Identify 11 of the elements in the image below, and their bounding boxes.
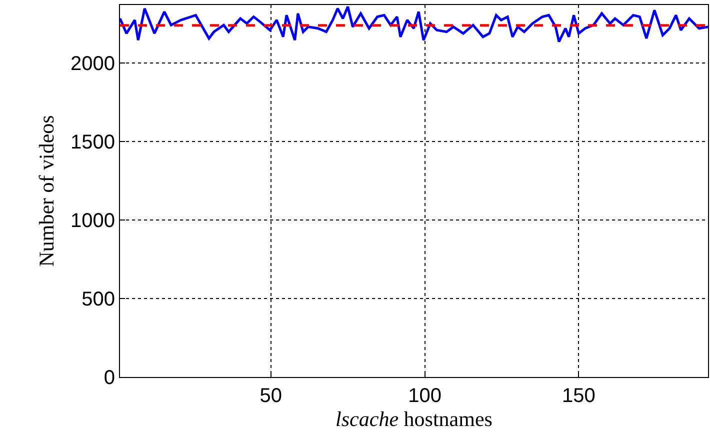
x-tick-label: 150 bbox=[562, 385, 596, 407]
y-tick-label: 500 bbox=[82, 288, 115, 311]
y-tick-label: 2000 bbox=[70, 53, 115, 76]
x-tick-label: 50 bbox=[260, 385, 282, 407]
y-tick-label: 1500 bbox=[70, 132, 115, 154]
y-tick-label: 1000 bbox=[70, 210, 115, 232]
y-tick-label: 0 bbox=[104, 367, 115, 389]
x-tick-label: 100 bbox=[408, 385, 442, 407]
x-axis-title: lscache hostnames bbox=[336, 407, 492, 432]
line-series bbox=[120, 5, 708, 43]
y-axis-title: Number of videos bbox=[34, 115, 59, 267]
